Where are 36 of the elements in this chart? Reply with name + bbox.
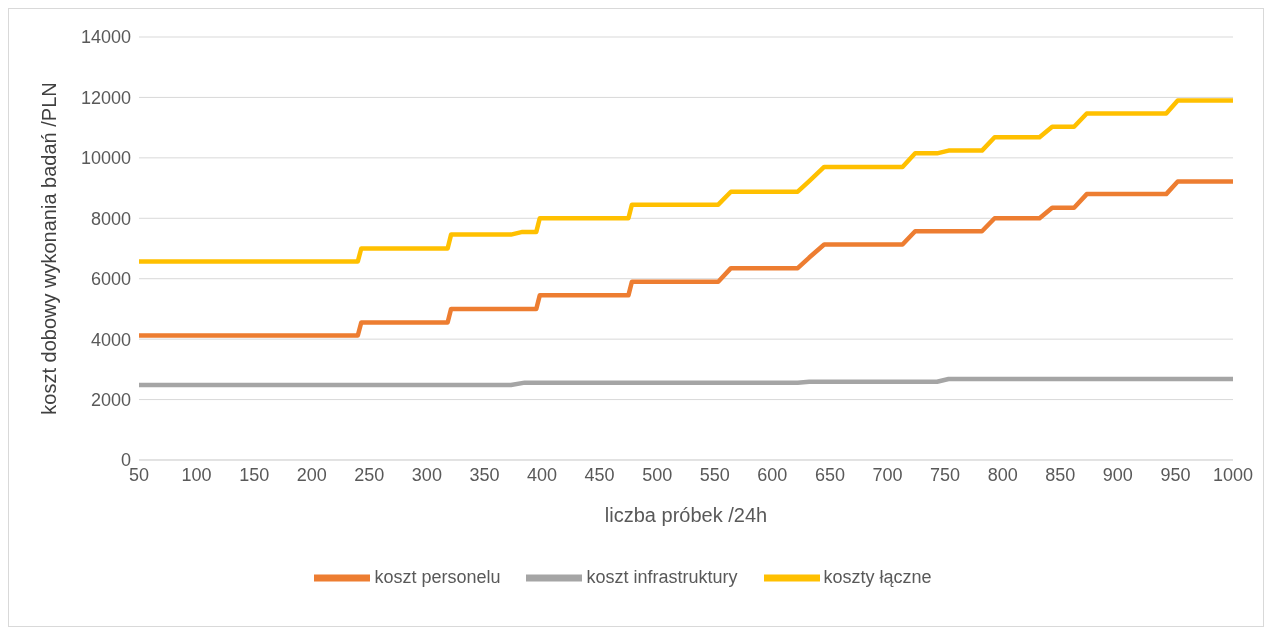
x-tick-label: 800 — [987, 464, 1018, 485]
y-tick-label: 2000 — [90, 389, 131, 410]
x-tick-label: 200 — [296, 464, 327, 485]
x-tick-label: 450 — [584, 464, 615, 485]
y-tick-label: 8000 — [90, 208, 131, 229]
line-series — [139, 179, 1233, 338]
legend-label: koszt infrastruktury — [586, 566, 738, 587]
x-tick-label: 600 — [757, 464, 788, 485]
legend-label: koszty łączne — [823, 566, 932, 587]
y-tick-label: 0 — [120, 450, 131, 471]
y-tick-label: 12000 — [80, 87, 131, 108]
x-tick-label: 550 — [699, 464, 730, 485]
x-tick-label: 700 — [872, 464, 903, 485]
line-series — [139, 376, 1233, 388]
x-tick-label: 850 — [1045, 464, 1076, 485]
x-tick-label: 50 — [128, 464, 150, 485]
line-series — [139, 98, 1233, 264]
x-tick-label: 300 — [411, 464, 442, 485]
y-tick-label: 4000 — [90, 329, 131, 350]
x-tick-label: 650 — [814, 464, 845, 485]
y-axis-title: koszt dobowy wykonania badań /PLN — [38, 82, 61, 415]
x-tick-label: 500 — [642, 464, 673, 485]
x-tick-label: 350 — [469, 464, 500, 485]
x-tick-label: 150 — [239, 464, 270, 485]
x-tick-label: 750 — [930, 464, 961, 485]
x-tick-label: 100 — [181, 464, 212, 485]
x-tick-label: 950 — [1160, 464, 1191, 485]
x-tick-label: 1000 — [1212, 464, 1254, 485]
x-tick-label: 250 — [354, 464, 385, 485]
x-axis-title: liczba próbek /24h — [604, 504, 768, 526]
x-tick-label: 900 — [1102, 464, 1133, 485]
legend-label: koszt personelu — [374, 566, 501, 587]
y-tick-label: 14000 — [80, 27, 131, 48]
y-tick-label: 10000 — [80, 148, 131, 169]
x-tick-label: 400 — [527, 464, 558, 485]
y-tick-label: 6000 — [90, 269, 131, 290]
